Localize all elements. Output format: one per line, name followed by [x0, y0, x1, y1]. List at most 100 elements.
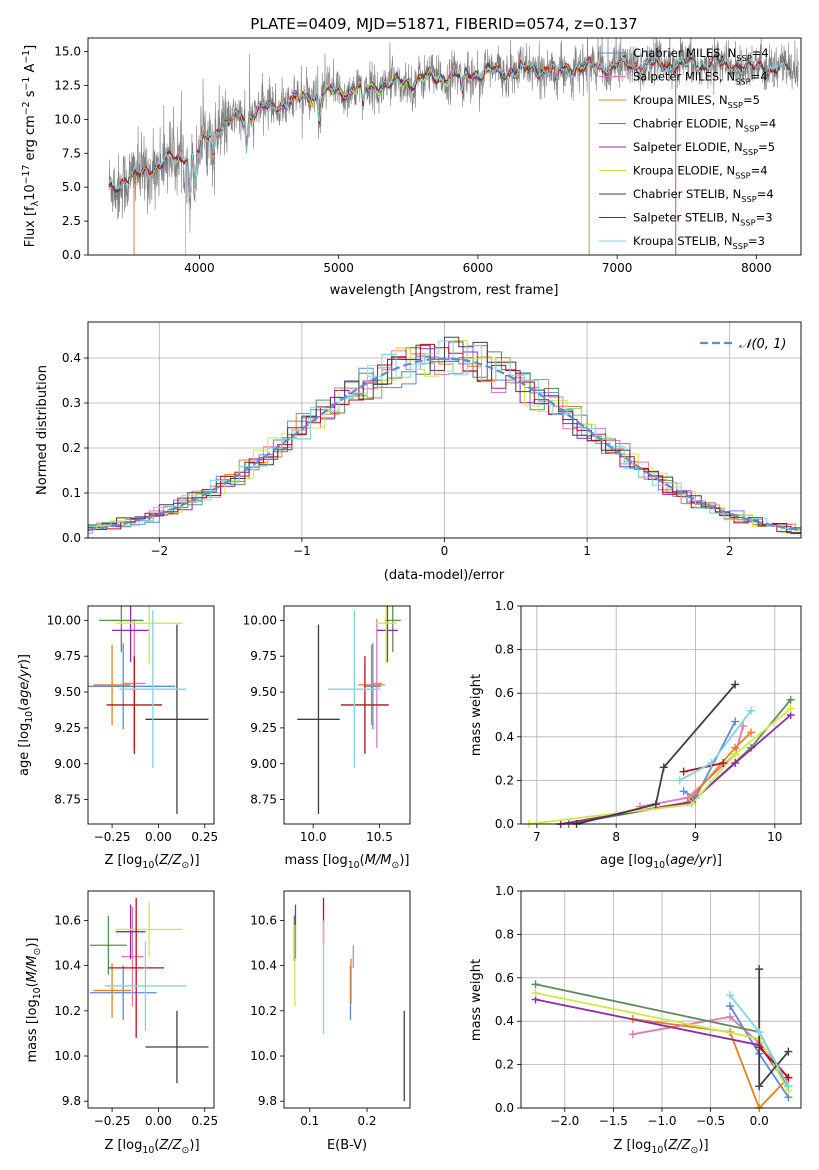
x-tick-label: 10.0 [300, 830, 327, 844]
weight-line [639, 725, 744, 808]
y-tick-label: 10.0 [54, 1049, 81, 1063]
y-tick-label: 5.0 [62, 180, 81, 194]
y-tick-label: 9.75 [54, 649, 81, 663]
axes-frame [283, 890, 411, 1109]
spectrum-title: PLATE=0409, MJD=51871, FIBERID=0574, z=0… [250, 15, 637, 33]
y-axis-label: mass weight [469, 959, 484, 1041]
weight-marker [731, 717, 740, 726]
legend: Chabrier MILES, NSSP=4 Salpeter MILES, NS… [599, 46, 776, 251]
weight-line [528, 707, 792, 824]
y-tick-label: 10.6 [54, 913, 81, 927]
axes-frame [87, 890, 215, 1109]
weight-marker [531, 980, 540, 989]
weight-marker [786, 695, 795, 704]
x-tick-label: 10 [767, 830, 782, 844]
weight-line [560, 714, 792, 824]
weight-marker [755, 1082, 764, 1091]
y-tick-label: 0.4 [495, 730, 514, 744]
weight-marker [747, 706, 756, 715]
weight-marker [731, 758, 740, 767]
y-tick-label: 0.8 [495, 927, 514, 941]
y-tick-label: 10.6 [250, 913, 277, 927]
y-tick-label: 0.2 [495, 1058, 514, 1072]
y-tick-label: 9.25 [54, 721, 81, 735]
y-tick-label: 0.8 [495, 643, 514, 657]
y-tick-label: 0.0 [62, 531, 81, 545]
y-tick-label: 8.75 [54, 793, 81, 807]
legend-label: 𝒩(0, 1) [739, 337, 786, 352]
y-tick-label: 9.75 [250, 649, 277, 663]
x-axis-label: (data-model)/error [384, 568, 505, 583]
y-tick-label: 10.4 [54, 959, 81, 973]
x-tick-label: −1 [293, 544, 311, 558]
y-axis-label: age [log10(age/yr)] [17, 654, 35, 776]
x-tick-label: 0.25 [191, 830, 218, 844]
y-tick-label: 9.25 [250, 721, 277, 735]
weight-marker [784, 1047, 793, 1056]
x-axis-label: mass [log10(M/M⊙)] [285, 853, 410, 871]
weight-marker [726, 1002, 735, 1011]
y-axis-label: mass weight [469, 674, 484, 756]
weight-marker [651, 800, 660, 809]
x-tick-label: 8 [612, 830, 620, 844]
x-tick-label: 8000 [741, 261, 772, 275]
x-tick-label: 9 [692, 830, 700, 844]
model-spectrum-line [108, 55, 791, 197]
weight-marker [786, 704, 795, 713]
axes-frame [87, 605, 215, 825]
y-tick-label: 0.6 [495, 971, 514, 985]
weight-marker [719, 758, 728, 767]
y-tick-label: 10.00 [243, 613, 277, 627]
weight-marker [679, 787, 688, 796]
legend-label: Kroupa ELODIE, NSSP=4 [633, 164, 768, 181]
y-tick-label: 0.2 [495, 773, 514, 787]
x-axis-label: age [log10(age/yr)] [600, 853, 722, 871]
y-tick-label: 1.0 [495, 884, 514, 898]
weight-marker [755, 1028, 764, 1037]
y-tick-label: 9.8 [258, 1094, 277, 1108]
x-tick-label: 0 [441, 544, 449, 558]
y-tick-label: 10.0 [54, 112, 81, 126]
x-tick-label: −0.5 [696, 1114, 725, 1128]
x-tick-label: −0.25 [94, 830, 131, 844]
mass-vs-metallicity-panel: −0.25 0.00 0.25 9.8 10.0 10.2 10.4 10.6 Z [log10… [25, 890, 218, 1156]
x-tick-label: −2.0 [550, 1114, 579, 1128]
weight-line [576, 683, 736, 824]
x-tick-label: 0.00 [145, 830, 172, 844]
weight-marker [747, 728, 756, 737]
x-tick-label: 5000 [323, 261, 354, 275]
x-axis-label: E(B-V) [327, 1138, 367, 1153]
y-tick-label: 0.4 [495, 1014, 514, 1028]
legend-label: Chabrier ELODIE, NSSP=4 [633, 117, 776, 134]
x-tick-label: 0.00 [145, 1114, 172, 1128]
x-axis-label: Z [log10(Z/Z⊙)] [104, 1138, 199, 1156]
weight-vs-metallicity-panel: −2.0 −1.5 −1.0 −0.5 0.0 0.0 0.2 0.4 0.6 0.8 1.0 Z [… [469, 884, 802, 1156]
weight-marker [731, 680, 740, 689]
age-vs-mass-panel: 10.0 10.5 8.75 9.00 9.25 9.50 9.75 10.00 mass [l… [243, 605, 411, 871]
y-tick-label: 8.75 [250, 793, 277, 807]
y-tick-label: 0.0 [62, 248, 81, 262]
weight-marker [784, 1073, 793, 1082]
residual-histogram [88, 343, 801, 534]
legend-label: Salpeter MILES, NSSP=4 [633, 70, 768, 87]
y-tick-label: 0.6 [495, 686, 514, 700]
weight-marker [726, 991, 735, 1000]
weight-marker [675, 776, 684, 785]
weight-marker [755, 965, 764, 974]
model-spectrum-line [185, 58, 590, 193]
legend-label: Salpeter ELODIE, NSSP=5 [633, 140, 775, 157]
y-tick-label: 15.0 [54, 45, 81, 59]
y-axis-label: mass [log10(M/M⊙)] [25, 938, 43, 1063]
y-tick-label: 7.5 [62, 146, 81, 160]
normal-curve [87, 357, 802, 532]
y-tick-label: 10.4 [250, 959, 277, 973]
x-axis-label: Z [log10(Z/Z⊙)] [613, 1138, 708, 1156]
weight-marker [755, 1043, 764, 1052]
y-tick-label: 9.00 [54, 757, 81, 771]
x-tick-label: 10.5 [366, 830, 393, 844]
x-tick-label: 6000 [463, 261, 494, 275]
x-tick-label: −0.25 [94, 1114, 131, 1128]
legend-label: Kroupa STELIB, NSSP=3 [633, 234, 765, 251]
y-tick-label: 0.0 [495, 817, 514, 831]
y-tick-label: 9.8 [62, 1094, 81, 1108]
